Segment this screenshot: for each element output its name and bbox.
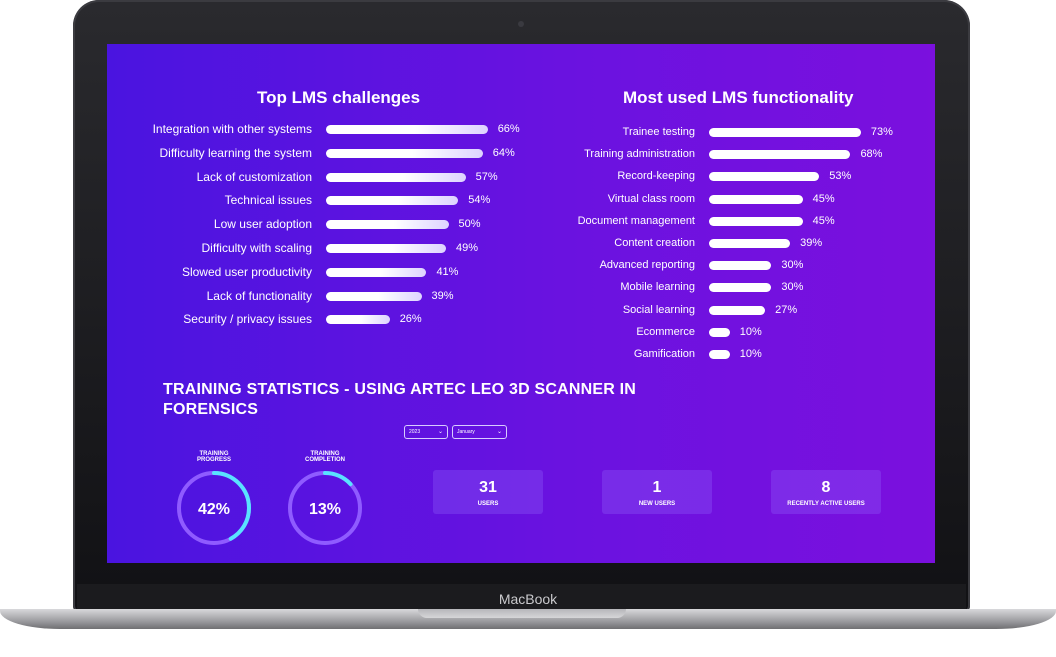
bar-value-label: 10% bbox=[739, 348, 762, 360]
chart-title-challenges: Top LMS challenges bbox=[257, 88, 421, 107]
bar-value-label: 30% bbox=[781, 259, 804, 272]
bar-value-label: 10% bbox=[739, 325, 762, 338]
bar bbox=[709, 194, 803, 204]
ring-title: TRAINING COMPLETION bbox=[286, 451, 364, 465]
bar-value-label: 39% bbox=[800, 237, 823, 249]
bar-value-label: 50% bbox=[458, 218, 481, 231]
stat-label: NEW USERS bbox=[638, 501, 676, 507]
bar bbox=[326, 172, 466, 182]
bar bbox=[326, 196, 459, 206]
bar bbox=[326, 148, 483, 158]
stat-number: 31 bbox=[479, 479, 497, 496]
bar-label: Gamification bbox=[633, 348, 695, 360]
bar bbox=[709, 305, 766, 315]
bar bbox=[709, 350, 730, 359]
bar bbox=[326, 244, 447, 253]
bar bbox=[326, 220, 449, 230]
training-completion-ring: TRAINING COMPLETION 13% bbox=[286, 451, 364, 547]
year-select-value: 2023 bbox=[409, 429, 421, 435]
bar-label: Document management bbox=[577, 214, 695, 227]
bar-label: Difficulty learning the system bbox=[159, 145, 312, 160]
month-select-value: January bbox=[457, 429, 475, 435]
bar bbox=[709, 150, 851, 160]
bar-label: Record-keeping bbox=[617, 170, 695, 183]
bar bbox=[326, 125, 488, 134]
bar-value-label: 53% bbox=[829, 170, 852, 183]
ring-value: 42% bbox=[198, 501, 230, 518]
bar-value-label: 41% bbox=[436, 265, 459, 278]
filter-selects: 2023 ⌄ January ⌄ bbox=[404, 425, 507, 439]
month-select[interactable]: January ⌄ bbox=[452, 425, 507, 439]
ring-progress-arc bbox=[177, 471, 251, 545]
bar-label: Technical issues bbox=[224, 193, 312, 208]
bar-value-label: 49% bbox=[456, 242, 479, 254]
laptop-base bbox=[0, 609, 1056, 629]
laptop-chin bbox=[77, 584, 966, 611]
ring-progress-arc bbox=[288, 471, 362, 545]
ring-chart: 13% bbox=[288, 471, 362, 545]
bar-label: Lack of customization bbox=[196, 169, 312, 184]
bar-value-label: 27% bbox=[775, 303, 798, 316]
bar-label: Ecommerce bbox=[636, 325, 695, 338]
stat-number: 8 bbox=[821, 479, 831, 496]
stat-number: 1 bbox=[652, 479, 662, 496]
brand-label: MacBook bbox=[498, 591, 558, 607]
bar-label: Difficulty with scaling bbox=[201, 241, 312, 255]
bar bbox=[709, 327, 730, 337]
bar-value-label: 73% bbox=[870, 126, 893, 138]
bar-value-label: 45% bbox=[812, 214, 835, 227]
ring-title-line1: TRAINING bbox=[310, 451, 340, 457]
bar-value-label: 57% bbox=[475, 170, 498, 183]
bar-value-label: 45% bbox=[812, 192, 835, 205]
bar-label: Training administration bbox=[584, 148, 695, 161]
bar-value-label: 26% bbox=[399, 313, 422, 326]
bar bbox=[326, 291, 422, 301]
bar bbox=[709, 128, 861, 137]
bar-label: Security / privacy issues bbox=[183, 312, 312, 327]
bar bbox=[326, 315, 390, 325]
ring-value: 13% bbox=[309, 501, 341, 518]
bar bbox=[709, 172, 820, 182]
bar bbox=[709, 239, 791, 248]
stat-label: USERS bbox=[477, 501, 499, 507]
bar-value-label: 30% bbox=[781, 281, 804, 294]
bar-label: Content creation bbox=[614, 237, 695, 249]
bar-value-label: 54% bbox=[468, 194, 491, 207]
bar-value-label: 64% bbox=[492, 146, 515, 159]
bar-label: Trainee testing bbox=[622, 126, 695, 138]
bar-label: Slowed user productivity bbox=[181, 264, 312, 279]
ring-chart: 42% bbox=[177, 471, 251, 545]
chevron-down-icon: ⌄ bbox=[437, 429, 443, 435]
chart-title-functionality: Most used LMS functionality bbox=[623, 88, 854, 107]
laptop-notch bbox=[418, 609, 626, 618]
bar bbox=[326, 267, 427, 277]
bar bbox=[709, 283, 772, 293]
ring-title: TRAINING PROGRESS bbox=[175, 451, 253, 465]
year-select[interactable]: 2023 ⌄ bbox=[404, 425, 448, 439]
ring-title-line2: COMPLETION bbox=[305, 457, 345, 463]
ring-title-line1: TRAINING bbox=[199, 451, 229, 457]
chevron-down-icon: ⌄ bbox=[496, 429, 502, 435]
stats-heading: TRAINING STATISTICS - USING ARTEC LEO 3D… bbox=[163, 381, 637, 418]
stat-label: RECENTLY ACTIVE USERS bbox=[787, 501, 865, 507]
bar-value-label: 39% bbox=[431, 289, 454, 302]
bar-value-label: 68% bbox=[860, 148, 883, 161]
bar bbox=[709, 216, 803, 226]
camera-icon bbox=[518, 21, 524, 27]
bar-label: Virtual class room bbox=[607, 192, 695, 205]
ring-title-line2: PROGRESS bbox=[196, 457, 231, 463]
bar-label: Social learning bbox=[622, 303, 695, 316]
bar-value-label: 66% bbox=[497, 123, 520, 135]
bar bbox=[709, 261, 772, 271]
bar-label: Integration with other systems bbox=[152, 122, 312, 136]
bar-label: Low user adoption bbox=[213, 217, 312, 232]
stat-card-new-users: 1 NEW USERS bbox=[602, 470, 712, 514]
stat-card-recently-active: 8 RECENTLY ACTIVE USERS bbox=[771, 470, 881, 514]
bar-label: Lack of functionality bbox=[206, 288, 312, 303]
stat-card-users: 31 USERS bbox=[433, 470, 543, 514]
dashboard-screen: Top LMS challenges Integration with othe… bbox=[107, 44, 935, 563]
training-progress-ring: TRAINING PROGRESS 42% bbox=[175, 451, 253, 547]
bar-label: Mobile learning bbox=[620, 281, 695, 294]
bar-label: Advanced reporting bbox=[599, 259, 695, 272]
